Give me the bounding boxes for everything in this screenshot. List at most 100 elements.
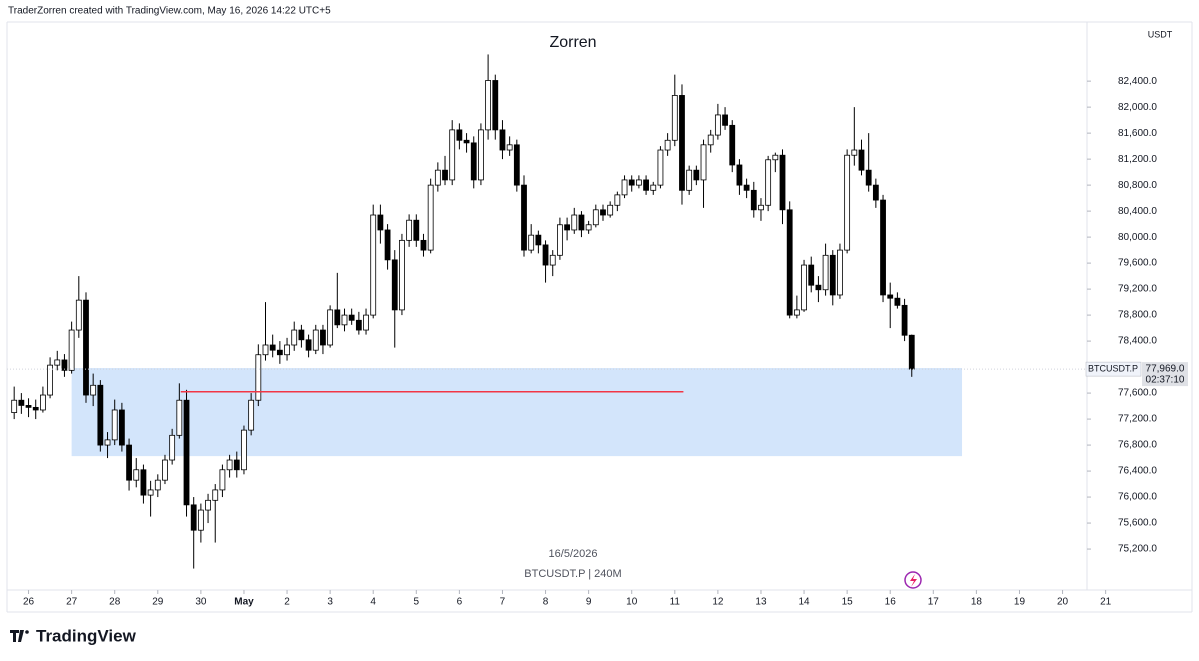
x-tick-label: 12 [712,597,724,608]
candle-body [384,229,391,261]
candle-body [341,314,348,326]
x-tick-label: 11 [670,597,681,608]
candle-body [844,154,851,251]
candle-body [750,189,757,211]
candle-body [700,144,707,181]
y-tick-label: 80,800.0 [1118,180,1157,191]
x-tick-label: 5 [414,597,420,608]
candle-body [650,184,657,191]
candle-body [815,284,822,291]
candle-body [607,204,614,216]
candle-body [679,95,685,191]
candle-body [147,489,154,496]
candle-body [643,179,649,191]
candle-body [406,219,413,241]
candle-body [600,209,606,216]
y-unit: USDT [1148,29,1173,39]
candle-body [772,154,779,161]
candle-body [25,405,32,408]
x-tick-label: 8 [543,597,549,608]
candle-body [233,459,240,471]
x-tick-label: May [234,597,254,608]
x-tick-label: 14 [798,597,810,608]
candle-body [118,409,125,446]
candle-body [18,399,25,406]
x-tick-label: 17 [928,597,940,608]
candle-body [463,139,470,144]
candle-body [140,469,147,496]
candle-body [765,159,772,206]
candle-body [686,169,693,191]
candle-body [61,359,68,371]
candle-body [442,169,448,181]
candle-body [729,124,736,166]
candle-body [793,309,800,316]
y-tick-label: 77,600.0 [1118,388,1157,399]
candle-body [887,294,894,299]
candle-body [621,179,628,196]
candle-body [478,129,484,181]
last-price-name: BTCUSDT.P [1088,363,1138,373]
x-tick-label: 9 [586,597,592,608]
candle-body [786,209,793,316]
candle-body [320,329,326,346]
candle-body [851,149,858,156]
candle-body [822,254,829,291]
candle-body [513,144,520,186]
y-tick-label: 75,200.0 [1118,544,1157,555]
y-tick-label: 76,000.0 [1118,492,1157,503]
candle-body [880,199,886,296]
candle-body [11,399,18,413]
x-tick-label: 20 [1057,597,1069,608]
y-tick-label: 75,600.0 [1118,518,1157,529]
candle-body [829,254,836,296]
candle-body [506,144,513,151]
y-tick-label: 76,400.0 [1118,466,1157,477]
candle-body [154,479,161,491]
candle-body [671,95,678,141]
candle-body [205,499,211,511]
candle-body [90,384,97,396]
x-tick-label: 28 [109,597,121,608]
candle-body [255,354,262,401]
candle-body [714,114,721,136]
header-text: TraderZorren created with TradingView.co… [8,6,331,17]
candle-body [722,114,728,126]
candle-body [693,169,700,181]
candle-body [872,184,879,201]
y-tick-label: 76,800.0 [1118,440,1157,451]
candle-body [549,254,556,266]
candle-body [865,169,872,186]
candle-body [635,179,642,186]
candle-body [564,224,570,231]
candle-body [542,244,549,266]
x-tick-label: 30 [195,597,207,608]
x-tick-label: 26 [23,597,35,608]
footer-logo [10,630,29,642]
candle-body [334,309,341,326]
candle-body [557,224,563,256]
candle-body [363,314,369,331]
candle-body [133,469,140,481]
candle-body [592,209,599,226]
candle-body [499,129,506,151]
candle-body [190,504,197,531]
candle-body [269,344,276,351]
candle-body [197,509,204,531]
y-tick-label: 78,400.0 [1118,336,1157,347]
y-tick-label: 78,800.0 [1118,310,1157,321]
candle-body [528,234,535,251]
candle-body [241,429,247,471]
candle-body [837,249,843,296]
candle-body [427,184,434,251]
y-tick-label: 79,600.0 [1118,258,1157,269]
candle-body [664,139,671,151]
candle-body [298,329,305,341]
candle-body [183,399,190,506]
x-tick-label: 27 [66,597,78,608]
alert-icon [904,571,922,589]
candle-body [578,214,585,231]
candle-body [628,179,635,186]
x-tick-label: 19 [1014,597,1026,608]
